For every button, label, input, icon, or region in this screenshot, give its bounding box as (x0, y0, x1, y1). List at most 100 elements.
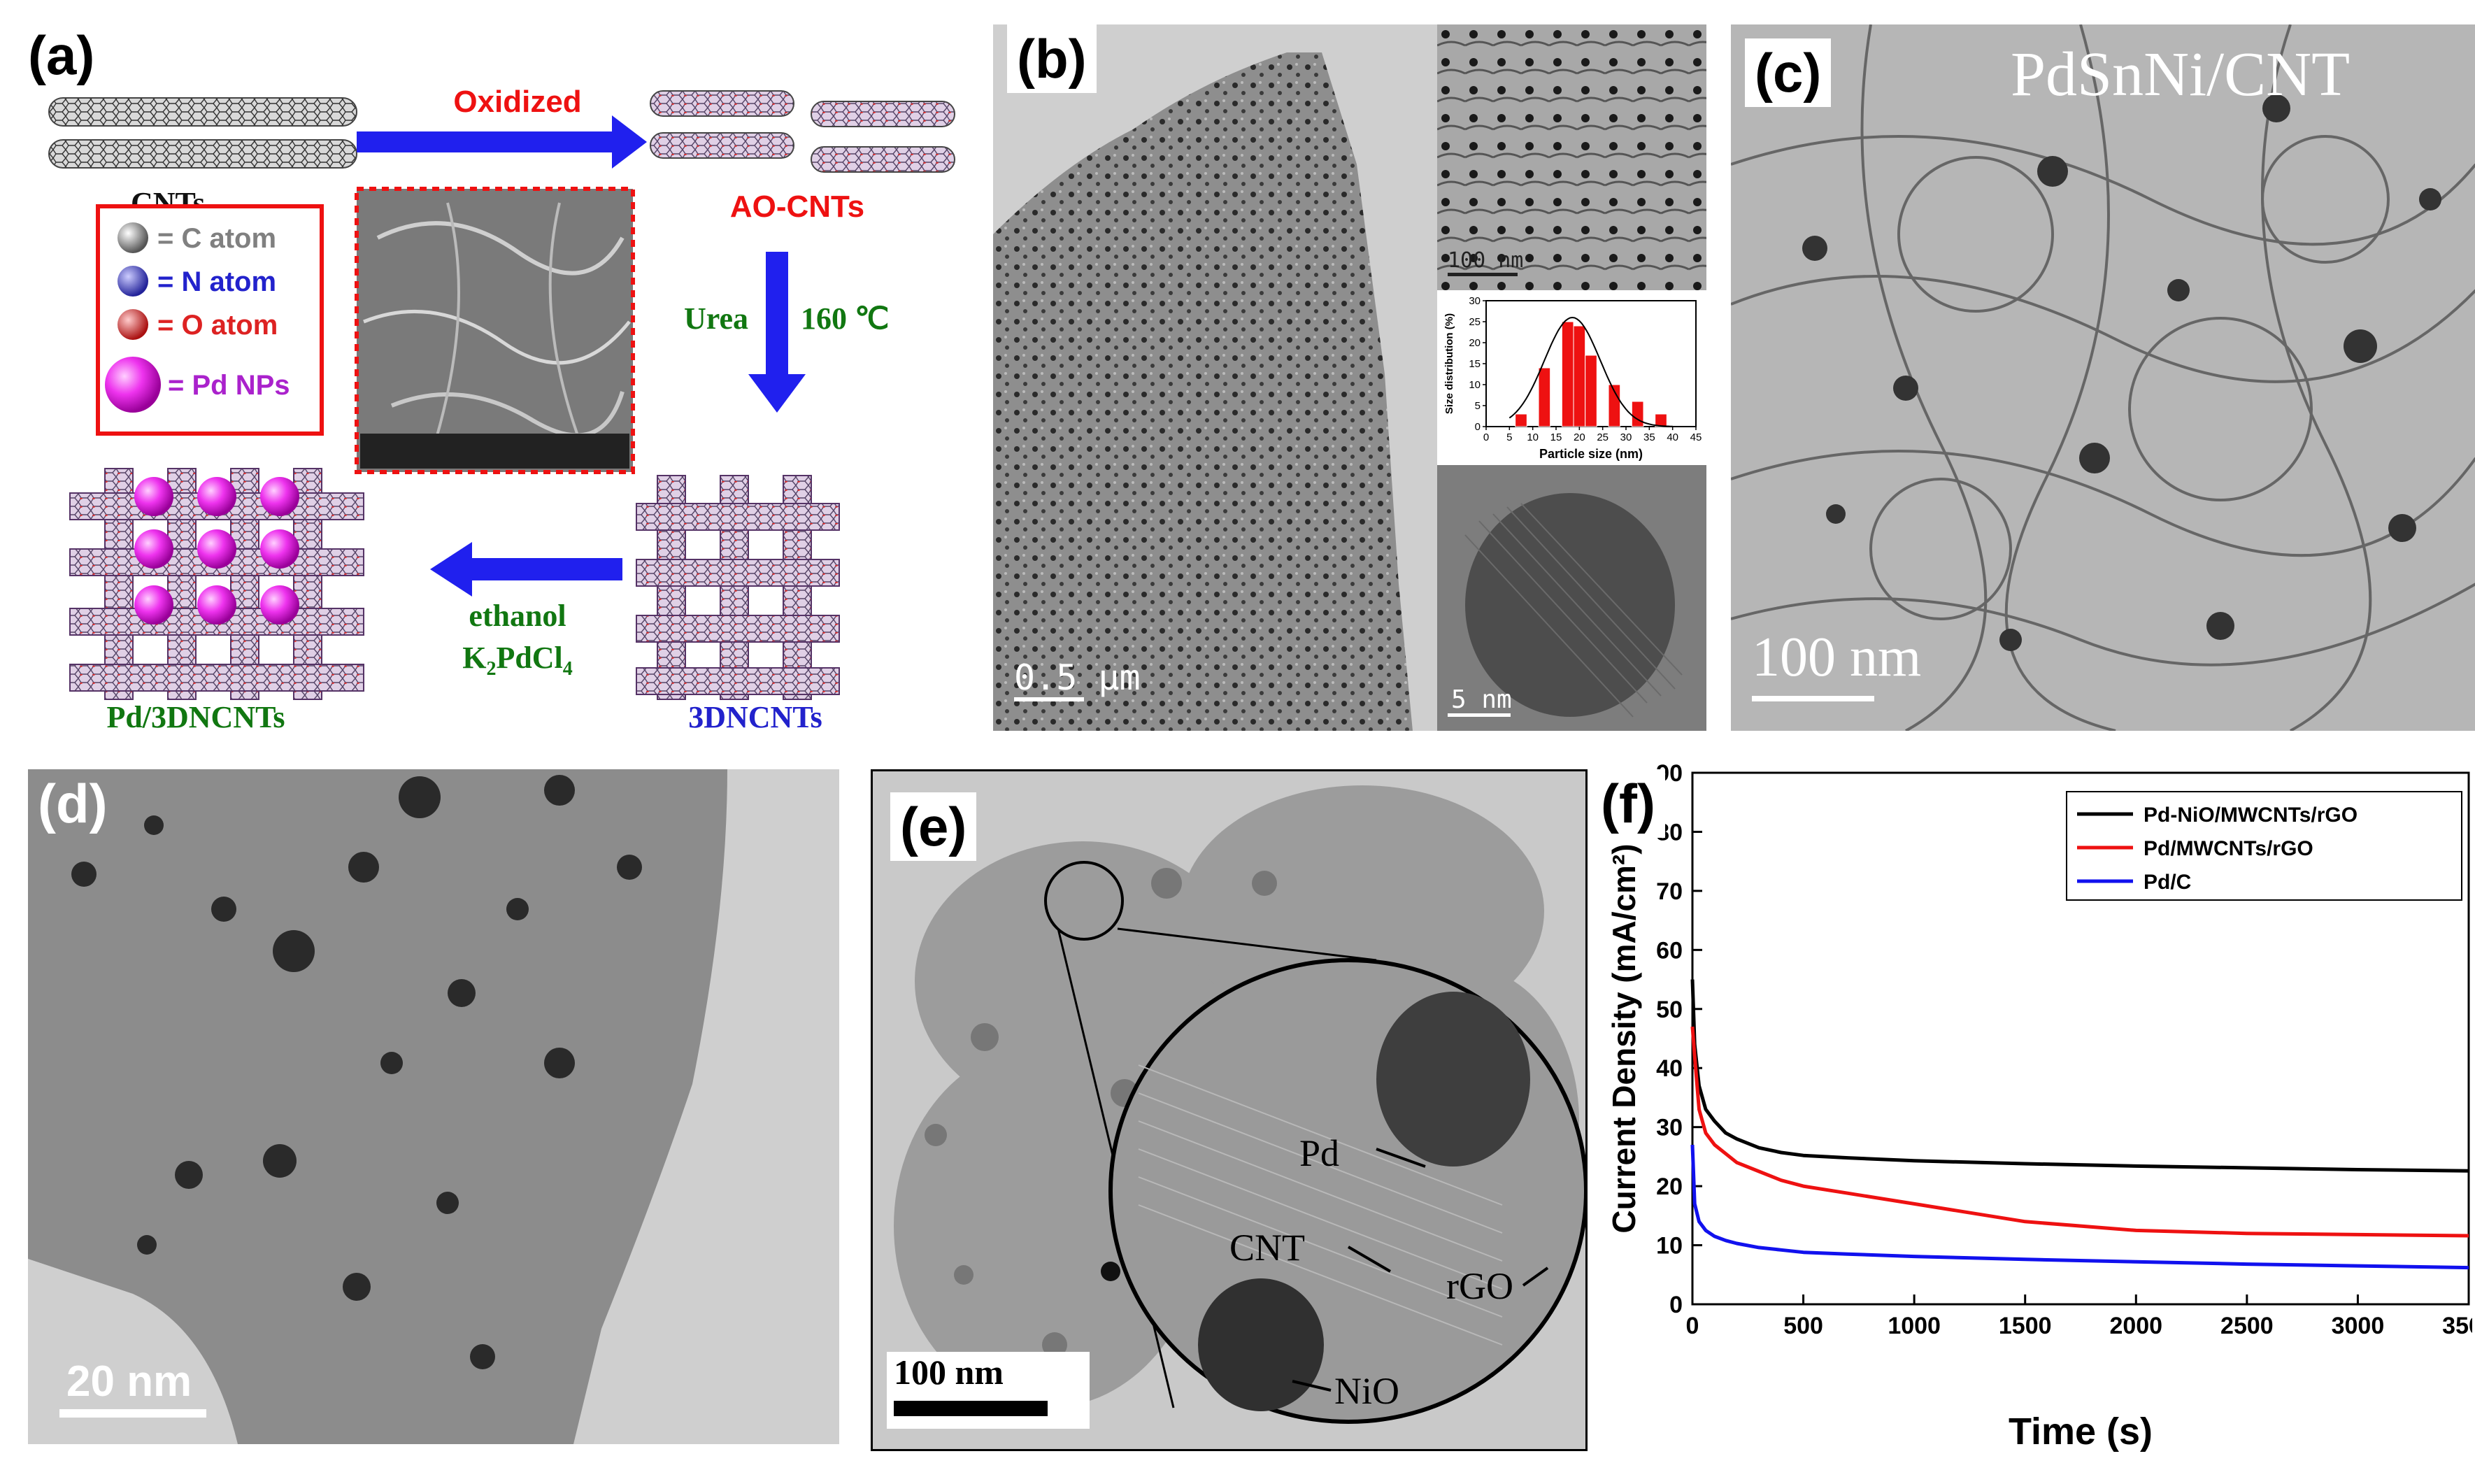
arrow-oxidized (357, 115, 647, 169)
pd-three-dncnts-grid (69, 468, 364, 700)
series-line (1690, 1144, 2469, 1270)
legend-o-atom: = O atom (157, 310, 278, 341)
legend-entry: Pd/MWCNTs/rGO (2144, 837, 2313, 860)
temperature-label: 160 ℃ (801, 301, 889, 336)
current-density-chart: 0 500 1000 1500 2000 2500 3000 3500 0 10 20 30 40 50 6… (1606, 760, 2472, 1453)
x-tick-label: 3500 (2442, 1313, 2472, 1339)
panel-e: Pd CNT rGO NiO 100 nm (e) (871, 769, 1588, 1451)
y-tick-label: 50 (1656, 997, 1683, 1023)
x-tick-label: 500 (1783, 1313, 1823, 1339)
ao-cnt-tubes (650, 90, 955, 173)
panel-b-tem (993, 52, 1413, 731)
x-tick-label: 0 (1686, 1313, 1699, 1339)
arrow-rgo (1522, 1267, 1549, 1287)
histogram-x-tick-label: 25 (1597, 431, 1609, 443)
panel-c: PdSnNi/CNT 100 nm (c) (1731, 24, 2475, 731)
scale-bar-inset-top (1448, 273, 1518, 276)
x-tick-label: 1500 (1999, 1313, 2052, 1339)
legend-pd-nps: = Pd NPs (168, 370, 290, 401)
histogram-y-tick-label: 20 (1469, 337, 1481, 349)
urea-label: Urea (684, 301, 748, 336)
series-line (1690, 979, 2469, 1173)
histogram-y-tick-label: 25 (1469, 316, 1481, 328)
legend-entry: Pd-NiO/MWCNTs/rGO (2144, 804, 2358, 827)
histogram-x-tick-label: 45 (1690, 431, 1702, 443)
x-tick-label: 1000 (1888, 1313, 1941, 1339)
histogram-bar (1573, 325, 1586, 427)
y-tick-label: 30 (1656, 1115, 1683, 1141)
panel-c-tem (1731, 24, 2475, 731)
histogram-y-axis-label: Size distribution (%) (1443, 313, 1455, 414)
pd-three-dncnts-label: Pd/3DNCNTs (106, 700, 285, 734)
x-tick-label: 2500 (2220, 1313, 2274, 1339)
arrow-ethanol (430, 542, 622, 597)
histogram-y-tick-label: 10 (1469, 379, 1481, 391)
histogram-x-tick-label: 20 (1574, 431, 1585, 443)
series-line (1690, 1026, 2469, 1238)
inset-hrtem: 5 nm (1437, 465, 1706, 731)
histogram-y-tick-label: 5 (1475, 400, 1481, 412)
histogram-bar (1561, 321, 1574, 427)
scale-text-e: 100 nm (894, 1353, 1004, 1392)
y-tick-label: 20 (1656, 1173, 1683, 1200)
scale-bar-e (894, 1401, 1048, 1416)
x-tick-label: 2000 (2109, 1313, 2162, 1339)
scale-text-c: 100 nm (1752, 627, 1922, 688)
label-cnt: CNT (1229, 1227, 1305, 1269)
panel-a-schematic: Oxidized CNTs AO-CNTs = C atom = N atom … (48, 85, 955, 734)
y-tick-label: 0 (1669, 1292, 1683, 1318)
panel-d-label: (d) (38, 773, 108, 834)
legend-c-atom: = C atom (157, 223, 276, 254)
arrow-urea (748, 252, 806, 413)
panel-b: 100 nm 0 5 10 15 20 25 30 35 40 45 0 5 10 15 20 25 30 Par… (993, 24, 1706, 731)
legend-n-atom: = N atom (157, 266, 276, 297)
scale-text-d: 20 nm (66, 1357, 192, 1406)
y-tick-label: 60 (1656, 937, 1683, 964)
histogram-x-tick-label: 30 (1620, 431, 1632, 443)
histogram-bar (1515, 413, 1527, 427)
scale-bar-d (59, 1409, 206, 1418)
size-histogram: 0 5 10 15 20 25 30 35 40 45 0 5 10 15 20 25 30 Particle s… (1437, 290, 1706, 465)
histogram-bar (1585, 355, 1597, 427)
three-dncnts-label: 3DNCNTs (688, 700, 822, 734)
panel-f: 0 500 1000 1500 2000 2500 3000 3500 0 10 20 30 40 50 6… (1588, 755, 2472, 1469)
histogram-y-tick-label: 30 (1469, 295, 1481, 307)
scale-bar-inset-hrtem (1448, 713, 1511, 717)
scale-text-inset-hrtem: 5 nm (1451, 685, 1512, 714)
panel-e-tem (873, 771, 1585, 1449)
histogram-x-tick-label: 15 (1550, 431, 1562, 443)
panel-d: 20 nm (d) (28, 769, 839, 1444)
atom-legend: = C atom = N atom = O atom = Pd NPs (96, 204, 324, 436)
panel-a: Oxidized CNTs AO-CNTs = C atom = N atom … (28, 28, 1021, 734)
histogram-x-axis-label: Particle size (nm) (1539, 447, 1643, 461)
histogram-fit-curve (1508, 316, 1673, 427)
y-axis-label: Current Density (mA/cm²) (1606, 843, 1642, 1233)
three-dncnts-grid (636, 475, 840, 700)
x-axis-label: Time (s) (2009, 1411, 2153, 1453)
panel-d-tem (28, 769, 727, 1444)
x-tick-label: 3000 (2332, 1313, 2385, 1339)
legend-entry: Pd/C (2144, 871, 2191, 894)
scale-text-inset-top: 100 nm (1448, 248, 1524, 273)
y-tick-label: 70 (1656, 878, 1683, 905)
histogram-svg: 0 5 10 15 20 25 30 35 40 45 0 5 10 15 20 25 30 Particle s… (1443, 295, 1702, 461)
y-tick-label: 10 (1656, 1233, 1683, 1260)
ethanol-label: ethanol (469, 599, 566, 633)
histogram-y-tick-label: 15 (1469, 358, 1481, 370)
histogram-x-tick-label: 5 (1506, 431, 1512, 443)
y-tick-label: 40 (1656, 1055, 1683, 1082)
inset-tem-top: 100 nm (1437, 24, 1706, 290)
label-pd: Pd (1299, 1132, 1340, 1174)
label-rgo: rGO (1446, 1265, 1513, 1307)
arrow-cnt (1347, 1246, 1392, 1273)
histogram-x-tick-label: 10 (1527, 431, 1539, 443)
panel-f-label: (f) (1591, 769, 1665, 838)
histogram-x-tick-label: 35 (1643, 431, 1655, 443)
histogram-bar (1631, 401, 1644, 427)
panel-a-label: (a) (28, 28, 95, 86)
scale-bar-main-b (1014, 697, 1084, 701)
scale-text-main-b: 0.5 μm (1014, 657, 1141, 698)
scale-bar-c (1752, 696, 1874, 701)
label-nio: NiO (1334, 1370, 1399, 1412)
histogram-x-tick-label: 40 (1667, 431, 1678, 443)
